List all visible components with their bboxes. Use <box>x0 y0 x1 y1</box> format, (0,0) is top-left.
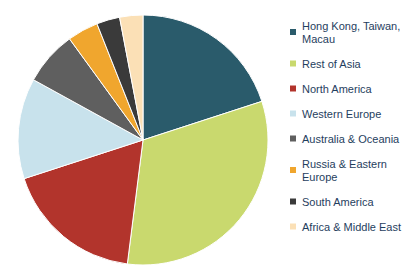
svg-text:Russia & Eastern: Russia & Eastern <box>302 158 390 170</box>
svg-text:Western Europe: Western Europe <box>302 108 381 120</box>
svg-text:Africa & Middle East: Africa & Middle East <box>302 221 401 233</box>
svg-text:Hong Kong, Taiwan,: Hong Kong, Taiwan, <box>302 20 403 32</box>
svg-text:North America: North America <box>302 83 373 95</box>
svg-text:Europe: Europe <box>302 171 337 183</box>
svg-text:Australia & Oceania: Australia & Oceania <box>302 133 400 145</box>
svg-text:South America: South America <box>302 196 374 208</box>
svg-text:Rest of Asia: Rest of Asia <box>302 58 362 70</box>
svg-text:Macau: Macau <box>302 33 335 45</box>
